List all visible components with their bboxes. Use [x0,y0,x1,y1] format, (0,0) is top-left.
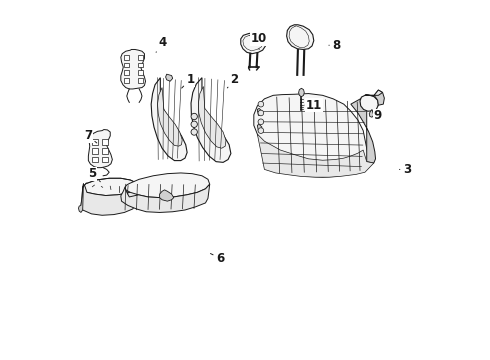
Text: 2: 2 [227,73,239,88]
Bar [92,139,98,145]
Polygon shape [351,95,375,163]
Text: 11: 11 [305,99,322,112]
Bar [124,78,129,83]
Bar [102,148,108,153]
Polygon shape [191,78,231,162]
Polygon shape [254,94,368,177]
Polygon shape [160,190,174,201]
Bar [92,157,98,162]
Polygon shape [121,49,146,89]
Polygon shape [257,108,262,116]
Circle shape [258,110,264,116]
Circle shape [258,101,264,107]
Polygon shape [365,90,383,95]
Bar [124,63,129,67]
Bar [124,70,129,75]
Bar [138,70,143,75]
Circle shape [191,129,197,135]
Polygon shape [88,130,112,168]
Bar [102,139,108,145]
Circle shape [258,119,264,125]
Bar [138,55,143,60]
Polygon shape [151,78,187,161]
Text: 3: 3 [399,163,411,176]
Text: 9: 9 [373,106,381,122]
Polygon shape [287,25,314,49]
Bar [138,78,143,83]
Polygon shape [78,184,83,212]
Circle shape [191,121,197,127]
Circle shape [258,128,264,134]
Polygon shape [81,185,137,215]
Polygon shape [360,95,378,111]
Bar [102,157,108,162]
Polygon shape [369,109,374,117]
Text: 6: 6 [210,252,224,265]
Text: 1: 1 [182,73,195,88]
Polygon shape [374,90,384,105]
Polygon shape [83,178,137,195]
Polygon shape [198,86,226,148]
Bar [138,63,143,67]
Polygon shape [257,134,374,177]
Bar [92,148,98,153]
Polygon shape [125,173,210,198]
Circle shape [191,113,197,120]
Polygon shape [121,184,210,212]
Polygon shape [157,87,182,146]
Text: 10: 10 [251,32,267,49]
Text: 8: 8 [329,39,341,52]
Text: 5: 5 [89,167,100,182]
Polygon shape [257,124,262,131]
Bar [124,55,129,60]
Polygon shape [166,74,172,81]
Polygon shape [241,32,266,54]
Text: 7: 7 [84,129,97,143]
Text: 4: 4 [156,36,166,52]
Polygon shape [298,88,304,97]
